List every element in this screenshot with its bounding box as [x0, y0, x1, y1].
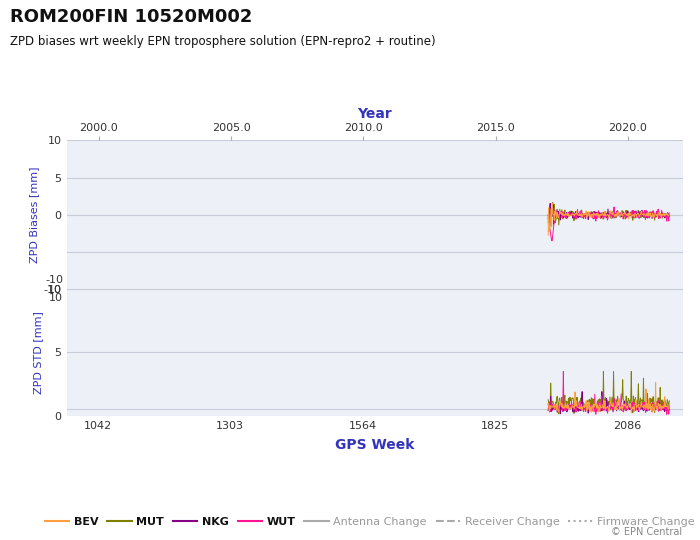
Text: © EPN Central: © EPN Central [611, 527, 682, 537]
Text: ROM200FIN 10520M002: ROM200FIN 10520M002 [10, 8, 253, 26]
X-axis label: Year: Year [357, 107, 392, 121]
Y-axis label: ZPD STD [mm]: ZPD STD [mm] [34, 311, 43, 394]
Y-axis label: ZPD Biases [mm]: ZPD Biases [mm] [29, 166, 39, 263]
Text: 10: 10 [49, 293, 63, 303]
Text: -10: -10 [45, 274, 63, 285]
Legend: BEV, MUT, NKG, WUT, Antenna Change, Receiver Change, Firmware Change: BEV, MUT, NKG, WUT, Antenna Change, Rece… [41, 513, 699, 532]
Text: ZPD biases wrt weekly EPN troposphere solution (EPN-repro2 + routine): ZPD biases wrt weekly EPN troposphere so… [10, 35, 436, 48]
X-axis label: GPS Week: GPS Week [335, 437, 414, 451]
